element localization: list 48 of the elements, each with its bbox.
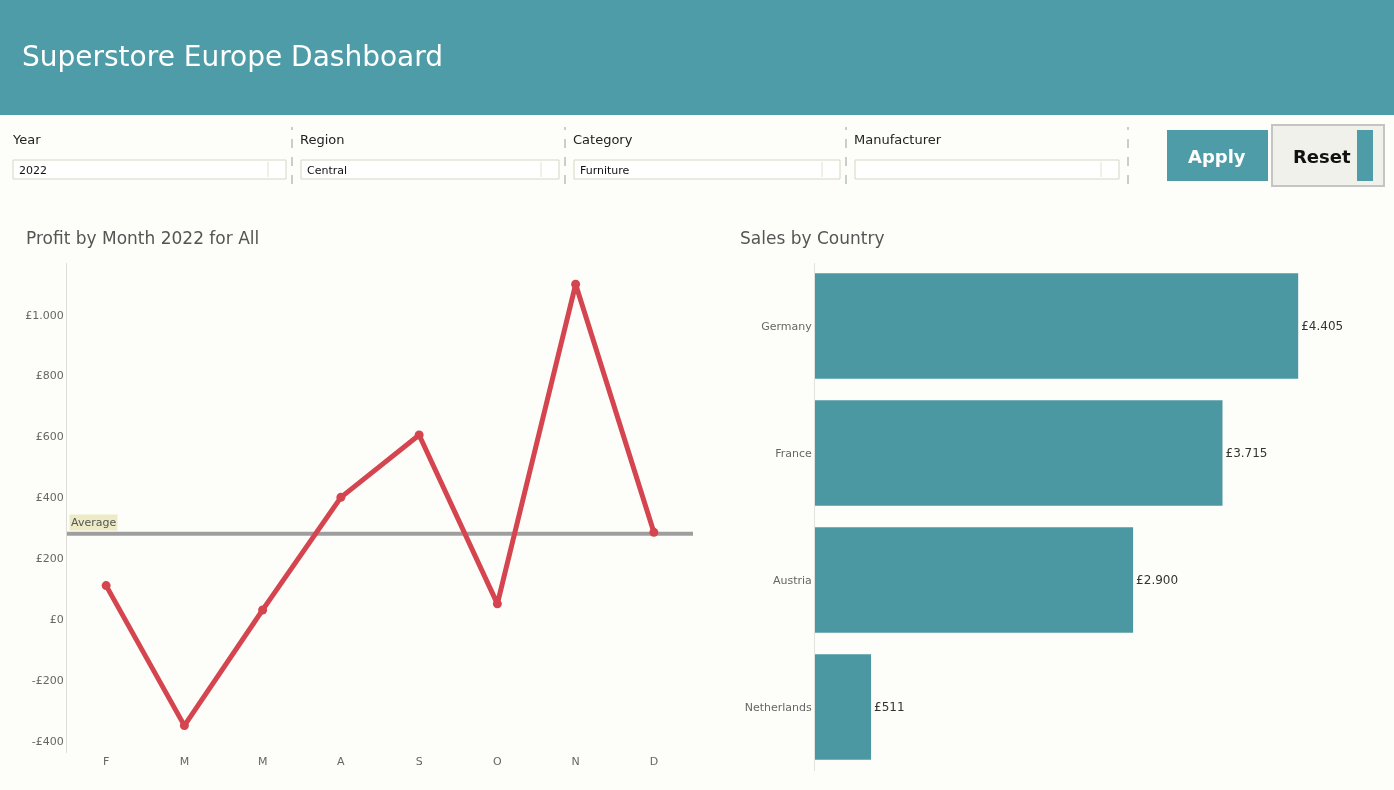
x-tick-label: D [649,755,659,768]
x-tick-label: O [493,755,503,768]
text: Category [573,132,633,147]
text: Central [307,164,348,177]
bar [815,273,1299,379]
point [649,527,659,537]
y-tick-label: France [775,446,813,460]
x-tick-label: M [179,755,190,768]
point [571,279,581,289]
y-tick-label: -£200 [31,673,64,687]
y-tick-label: £0 [49,612,64,626]
text: Superstore Europe Dashboard [22,40,444,73]
bar [815,654,872,760]
x-tick-label: A [337,755,346,768]
y-tick-label: £1.000 [25,308,64,322]
y-tick-label: £200 [35,552,64,566]
x-tick-label: S [415,755,423,768]
chart-title: Profit by Month 2022 for All [26,228,260,248]
point [414,430,424,440]
y-tick-label: Germany [761,319,813,333]
point [336,492,346,502]
text: Year [12,132,42,147]
text: Reset [1293,146,1351,167]
text: Manufacturer [854,132,942,147]
y-tick-label: £800 [35,369,64,383]
data-label: £2.900 [1136,573,1179,587]
y-tick-label: Netherlands [744,700,813,714]
data-label: £511 [874,700,905,715]
y-tick-label: -£400 [31,734,64,748]
point [101,581,111,591]
y-tick-label: £400 [35,491,64,505]
x-tick-label: M [257,755,268,768]
x-tick-label: N [571,755,580,768]
bar [815,400,1223,506]
text: Apply [1188,146,1246,167]
text: Region [300,132,345,147]
ref-line-label: Average [71,516,117,529]
text: 2022 [19,164,47,177]
bar [815,527,1134,633]
point [258,605,268,615]
point [492,599,502,609]
data-label: £4.405 [1301,319,1344,334]
y-tick-label: £600 [35,430,64,444]
chart-title: Sales by Country [740,228,885,248]
text: Furniture [580,164,630,177]
y-tick-label: Austria [772,573,812,587]
data-label: £3.715 [1225,446,1268,461]
x-tick-label: F [102,755,110,768]
